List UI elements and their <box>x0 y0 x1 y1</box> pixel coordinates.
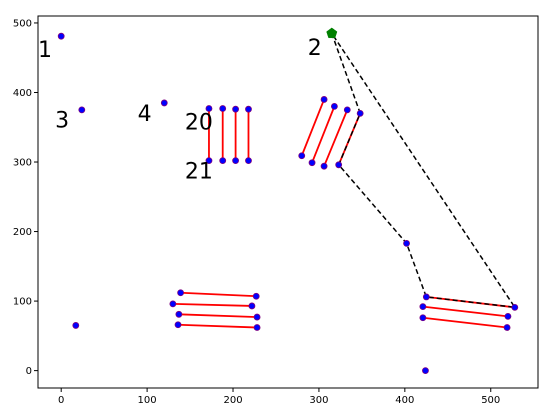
red-segment <box>178 323 258 329</box>
data-point <box>174 321 182 329</box>
annotation-label: 1 <box>38 38 52 63</box>
y-tick-label: 300 <box>13 158 32 169</box>
data-point <box>219 157 227 165</box>
red-segment <box>422 316 508 329</box>
red-segment <box>172 302 252 307</box>
data-point <box>175 310 183 318</box>
x-axis-ticks: 0 100 200 300 400 500 <box>58 388 500 406</box>
y-tick-label: 0 <box>26 366 32 377</box>
data-point <box>72 322 80 329</box>
y-axis-ticks: 0 100 200 300 400 500 <box>13 18 38 377</box>
data-point <box>205 157 213 165</box>
annotation-label: 3 <box>55 108 69 133</box>
data-point <box>169 300 177 308</box>
pentagon-marker <box>326 27 338 39</box>
y-tick-label: 400 <box>13 88 32 99</box>
data-point <box>511 303 519 311</box>
data-point <box>422 367 429 375</box>
data-point <box>320 162 328 170</box>
data-point <box>253 313 261 321</box>
data-point <box>356 109 364 117</box>
data-point <box>245 105 252 113</box>
annotation-label: 4 <box>138 102 152 127</box>
data-point <box>403 239 410 247</box>
data-point <box>248 302 256 310</box>
data-point <box>343 106 351 114</box>
data-point <box>330 102 338 110</box>
data-point <box>298 152 306 160</box>
data-point <box>504 312 512 320</box>
data-point <box>232 157 239 165</box>
data-point <box>78 106 86 114</box>
red-segment <box>311 106 336 164</box>
plot-frame <box>37 15 539 389</box>
green-pentagon-marker <box>326 27 338 39</box>
annotation-label: 20 <box>185 110 213 135</box>
annotation-label: 21 <box>185 160 213 185</box>
data-point <box>422 293 430 301</box>
annotation-label: 2 <box>308 36 322 61</box>
y-tick-label: 200 <box>13 227 32 238</box>
annotations: 1 2 3 4 20 21 <box>38 36 322 185</box>
data-point <box>253 324 261 331</box>
data-point <box>308 159 316 167</box>
red-segment <box>180 291 257 298</box>
data-point <box>245 157 252 165</box>
x-tick-label: 200 <box>223 395 242 406</box>
data-point <box>160 99 168 107</box>
red-segment <box>178 313 258 318</box>
data-point <box>252 292 260 300</box>
data-point <box>320 96 328 103</box>
data-points <box>57 32 519 375</box>
x-tick-label: 100 <box>138 395 157 406</box>
data-point <box>205 105 213 112</box>
plot-area-background <box>38 16 538 388</box>
data-point <box>219 105 227 112</box>
x-tick-label: 300 <box>309 395 328 406</box>
x-tick-label: 0 <box>58 395 64 406</box>
data-point <box>232 105 239 113</box>
red-segment <box>323 109 349 167</box>
x-tick-label: 400 <box>395 395 414 406</box>
data-point <box>335 161 343 169</box>
red-segment <box>300 99 325 157</box>
data-point <box>419 314 427 322</box>
red-segment <box>422 305 509 318</box>
data-point <box>57 32 65 40</box>
x-tick-label: 500 <box>481 395 500 406</box>
y-tick-label: 100 <box>13 297 32 308</box>
data-point <box>419 303 427 311</box>
data-point <box>503 324 511 331</box>
y-tick-label: 500 <box>13 18 32 29</box>
data-point <box>177 289 185 297</box>
